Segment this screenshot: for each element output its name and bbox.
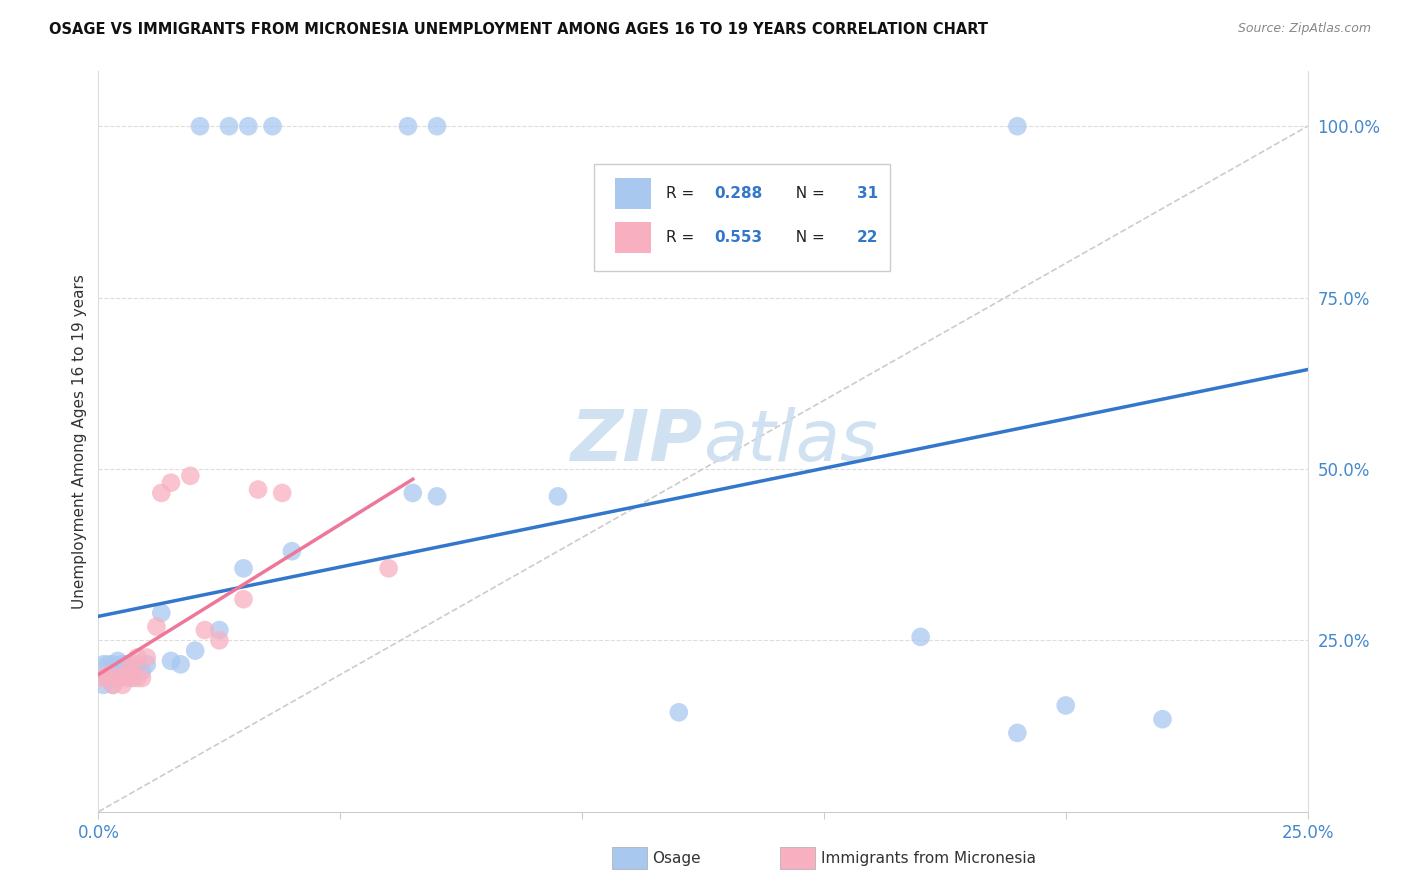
Point — [111, 667, 134, 681]
Text: OSAGE VS IMMIGRANTS FROM MICRONESIA UNEMPLOYMENT AMONG AGES 16 TO 19 YEARS CORRE: OSAGE VS IMMIGRANTS FROM MICRONESIA UNEM… — [49, 22, 988, 37]
Point — [127, 650, 149, 665]
Point — [117, 671, 139, 685]
Point — [402, 486, 425, 500]
Point — [184, 643, 207, 657]
Point — [208, 633, 231, 648]
Point — [135, 657, 157, 672]
Point — [145, 619, 167, 633]
Point — [97, 667, 120, 681]
Point — [426, 119, 449, 133]
Point — [150, 606, 173, 620]
Text: R =: R = — [665, 186, 699, 201]
Point — [150, 486, 173, 500]
Point — [117, 657, 139, 672]
Point — [910, 630, 932, 644]
Point — [169, 657, 191, 672]
Point — [188, 119, 211, 133]
Point — [101, 657, 124, 672]
Point — [218, 119, 240, 133]
Point — [91, 657, 114, 672]
Point — [426, 489, 449, 503]
Point — [131, 664, 153, 678]
Point — [111, 657, 134, 672]
Y-axis label: Unemployment Among Ages 16 to 19 years: Unemployment Among Ages 16 to 19 years — [72, 274, 87, 609]
Text: 0.288: 0.288 — [714, 186, 762, 201]
Text: 0.553: 0.553 — [714, 230, 762, 245]
Bar — [614, 222, 651, 253]
Point — [107, 671, 129, 685]
Point — [232, 561, 254, 575]
Point — [97, 671, 120, 685]
FancyBboxPatch shape — [595, 164, 890, 271]
Point — [121, 671, 143, 685]
Text: Osage: Osage — [652, 851, 702, 865]
Point — [262, 119, 284, 133]
Text: 31: 31 — [856, 186, 877, 201]
Point — [127, 657, 149, 672]
Point — [117, 664, 139, 678]
Bar — [614, 178, 651, 209]
Point — [1152, 712, 1174, 726]
Text: 22: 22 — [856, 230, 879, 245]
Point — [107, 671, 129, 685]
Point — [101, 678, 124, 692]
Text: N =: N = — [786, 230, 830, 245]
Point — [1054, 698, 1077, 713]
Point — [208, 623, 231, 637]
Point — [194, 623, 217, 637]
Point — [247, 483, 270, 497]
Point — [107, 654, 129, 668]
Point — [396, 119, 419, 133]
Point — [91, 678, 114, 692]
Point — [127, 671, 149, 685]
Text: Immigrants from Micronesia: Immigrants from Micronesia — [821, 851, 1036, 865]
Point — [111, 678, 134, 692]
Point — [271, 486, 294, 500]
Point — [238, 119, 260, 133]
Point — [135, 650, 157, 665]
Point — [97, 657, 120, 672]
Point — [160, 654, 183, 668]
Point — [668, 706, 690, 720]
Point — [281, 544, 304, 558]
Text: R =: R = — [665, 230, 699, 245]
Point — [377, 561, 399, 575]
Text: ZIP: ZIP — [571, 407, 703, 476]
Point — [1007, 119, 1029, 133]
Point — [1007, 726, 1029, 740]
Point — [131, 671, 153, 685]
Point — [547, 489, 569, 503]
Point — [160, 475, 183, 490]
Text: N =: N = — [786, 186, 830, 201]
Point — [179, 468, 201, 483]
Text: Source: ZipAtlas.com: Source: ZipAtlas.com — [1237, 22, 1371, 36]
Point — [232, 592, 254, 607]
Point — [101, 667, 124, 681]
Point — [121, 657, 143, 672]
Point — [91, 671, 114, 685]
Text: atlas: atlas — [703, 407, 877, 476]
Point — [101, 678, 124, 692]
